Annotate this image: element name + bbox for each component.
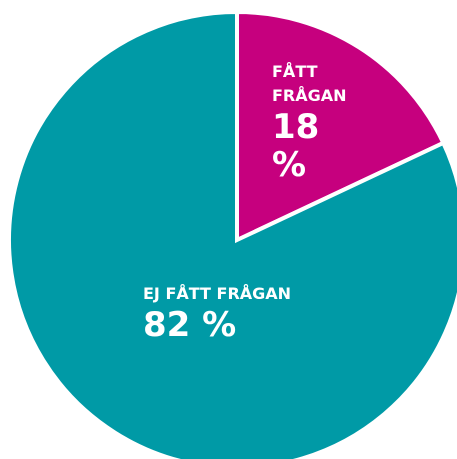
slice-label: EJ FÅTT FRÅGAN xyxy=(143,284,292,303)
pie-slice xyxy=(7,9,457,459)
slice-label-group: FÅTT FRÅGAN 18 % xyxy=(272,60,362,184)
pie-slice xyxy=(235,9,446,244)
slice-label: FÅTT FRÅGAN xyxy=(272,62,347,105)
slice-label-group: EJ FÅTT FRÅGAN 82 % xyxy=(143,282,291,344)
value-label: 18 % xyxy=(272,107,320,185)
value-label: 82 % xyxy=(143,305,237,345)
